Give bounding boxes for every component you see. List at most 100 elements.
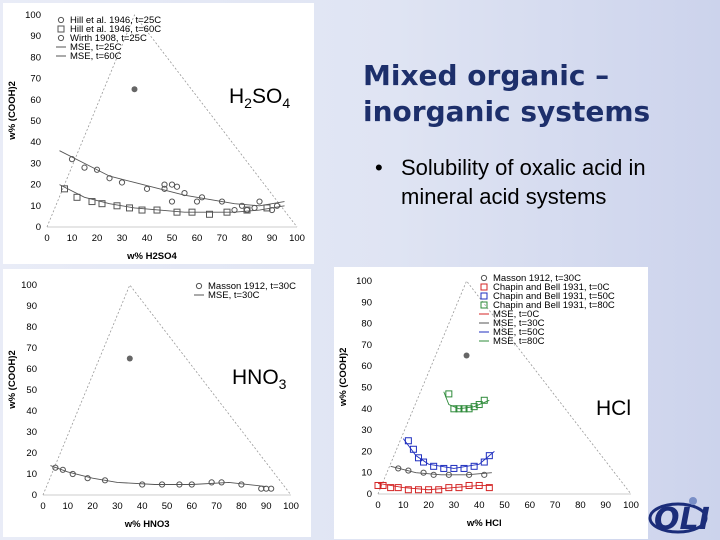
x-tick-label: 70 xyxy=(550,500,561,511)
data-point xyxy=(138,206,146,214)
y-tick-label: 90 xyxy=(361,297,372,308)
x-tick-label: 100 xyxy=(289,233,305,244)
label-h2so4-mid: SO xyxy=(251,85,283,108)
data-point xyxy=(387,484,395,492)
x-tick-label: 10 xyxy=(67,233,78,244)
legend-marker xyxy=(480,301,488,309)
legend-label: Chapin and Bell 1931, t=50C xyxy=(493,291,615,302)
legend-label: Wirth 1908, t=25C xyxy=(70,33,147,44)
legend-marker xyxy=(57,16,65,24)
data-point xyxy=(379,481,387,489)
x-tick-label: 80 xyxy=(242,233,253,244)
h2so4-ternary-chart: 0 10 20 30 40 50 60 70 80 90 100 0 10 20 30 40 50 60 70 80 9… xyxy=(7,10,305,262)
hno3-ternary-chart: 0 10 20 30 40 50 60 70 80 90 100 0 10 20 30 40 50 60 70 80 9… xyxy=(7,280,299,530)
slide-title-line2: inorganic systems xyxy=(363,95,651,128)
label-h2so4: H2SO4 xyxy=(229,85,290,111)
x-axis-label: w% HNO3 xyxy=(124,519,170,530)
y-axis-label: w% (COOH)2 xyxy=(7,350,18,410)
y-tick-label: 40 xyxy=(30,137,41,148)
y-tick-label: 100 xyxy=(25,10,41,21)
x-tick-label: 20 xyxy=(423,500,434,511)
data-point xyxy=(126,204,133,212)
slide-title-line1: Mixed organic – xyxy=(363,59,610,92)
data-point xyxy=(113,202,121,210)
apex-marker xyxy=(126,355,133,362)
series-line xyxy=(402,438,495,469)
series-line xyxy=(390,465,492,476)
legend-marker xyxy=(57,25,65,33)
y-tick-label: 90 xyxy=(26,301,37,312)
data-point xyxy=(481,471,488,478)
data-point xyxy=(445,390,453,398)
bullet-item: • Solubility of oxalic acid in mineral a… xyxy=(375,153,715,211)
oli-logo: OLI xyxy=(648,497,710,537)
legend-label: MSE, t=60C xyxy=(70,51,122,62)
y-tick-label: 0 xyxy=(32,490,37,501)
data-point xyxy=(256,198,263,205)
data-point xyxy=(435,486,443,494)
legend-label: Masson 1912, t=30C xyxy=(208,281,296,292)
label-hno3-sub: 3 xyxy=(278,376,287,393)
data-point xyxy=(414,454,422,462)
x-tick-label: 30 xyxy=(112,501,123,512)
legend-label: MSE, t=30C xyxy=(493,318,545,329)
data-point xyxy=(181,189,188,197)
data-point xyxy=(258,485,265,492)
slide-title: Mixed organic – inorganic systems xyxy=(363,58,650,130)
data-point xyxy=(430,471,437,478)
hcl-chart-panel: 0 10 20 30 40 50 60 70 80 90 100 0 10 20 30 40 50 60 70 80 9… xyxy=(334,267,648,539)
x-tick-label: 20 xyxy=(87,501,98,512)
y-tick-label: 20 xyxy=(30,180,41,191)
y-tick-label: 0 xyxy=(36,222,41,233)
data-point xyxy=(173,208,181,216)
y-tick-label: 100 xyxy=(21,280,37,291)
hno3-chart-panel: 0 10 20 30 40 50 60 70 80 90 100 0 10 20 30 40 50 60 70 80 9… xyxy=(3,269,311,537)
y-tick-label: 50 xyxy=(26,385,37,396)
y-tick-label: 30 xyxy=(30,158,41,169)
x-tick-label: 70 xyxy=(211,501,222,512)
data-point xyxy=(465,481,473,489)
triangle-outline xyxy=(377,280,632,495)
data-point xyxy=(430,462,438,470)
label-hcl-text: HCl xyxy=(596,397,631,420)
data-point xyxy=(143,185,151,192)
data-point xyxy=(139,481,146,488)
data-point xyxy=(394,484,402,492)
legend-marker xyxy=(195,282,203,290)
y-tick-label: 30 xyxy=(26,427,37,438)
x-tick-label: 100 xyxy=(623,500,639,511)
x-tick-label: 70 xyxy=(217,233,228,244)
y-tick-label: 80 xyxy=(30,52,41,63)
data-point xyxy=(173,183,181,190)
logo-dot xyxy=(689,497,697,505)
apex-marker xyxy=(463,352,470,359)
data-point xyxy=(470,462,478,470)
x-tick-label: 40 xyxy=(137,501,148,512)
data-point xyxy=(98,200,106,208)
x-tick-label: 90 xyxy=(261,501,272,512)
x-tick-label: 80 xyxy=(575,500,586,511)
label-h2so4-sub1: 2 xyxy=(244,95,252,112)
data-point xyxy=(238,202,246,209)
data-point xyxy=(450,405,458,413)
y-tick-label: 10 xyxy=(30,201,41,212)
y-tick-label: 60 xyxy=(361,361,372,372)
y-tick-label: 10 xyxy=(26,469,37,480)
legend-label: MSE, t=30C xyxy=(208,290,260,301)
x-tick-label: 40 xyxy=(474,500,485,511)
data-point xyxy=(404,486,412,494)
legend-label: Chapin and Bell 1931, t=0C xyxy=(493,282,610,293)
x-tick-label: 60 xyxy=(525,500,536,511)
data-point xyxy=(450,464,458,472)
data-point xyxy=(206,210,213,218)
y-tick-label: 70 xyxy=(361,340,372,351)
data-point xyxy=(475,401,483,409)
y-tick-label: 50 xyxy=(30,116,41,127)
x-tick-label: 0 xyxy=(40,501,45,512)
series-line xyxy=(59,184,285,213)
logo-text: OLI xyxy=(654,502,710,537)
series-line xyxy=(59,150,285,207)
y-tick-label: 80 xyxy=(361,319,372,330)
logo-swoosh xyxy=(648,502,708,534)
legend-label: MSE, t=50C xyxy=(493,327,545,338)
